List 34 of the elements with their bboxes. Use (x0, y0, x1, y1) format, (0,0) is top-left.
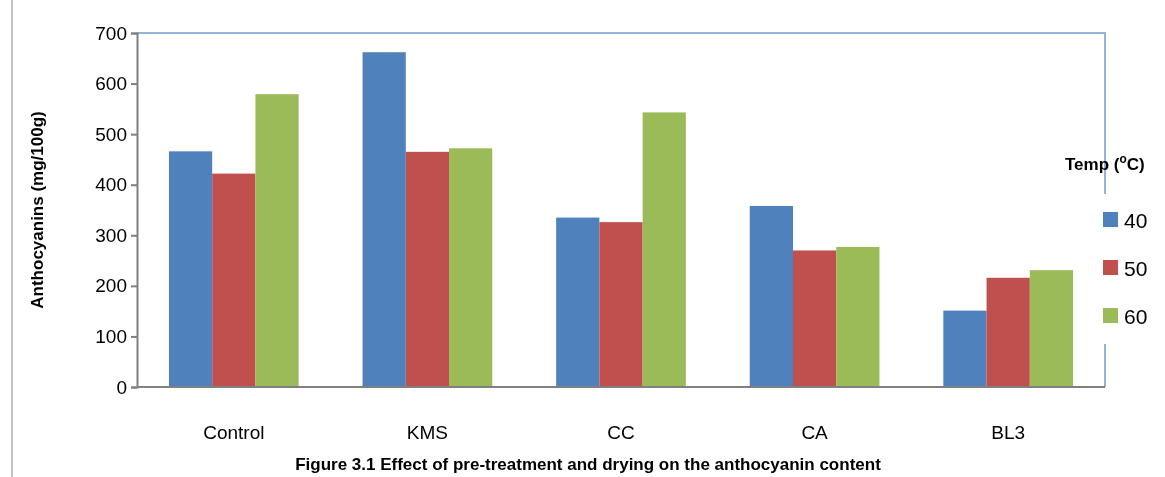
y-tick-label: 700 (95, 22, 127, 44)
bar (792, 250, 837, 387)
bar (556, 217, 600, 387)
bar (986, 277, 1030, 387)
bar (1029, 270, 1074, 387)
bar (168, 151, 213, 387)
y-tick-label: 100 (95, 326, 127, 348)
legend-label: 50 (1124, 257, 1148, 280)
bar (599, 222, 643, 387)
y-axis-title: Anthocyanins (mg/100g) (28, 111, 47, 309)
x-tick-label: KMS (406, 422, 448, 443)
bar (362, 52, 406, 387)
x-tick-label: CA (801, 422, 829, 443)
y-tick-label: 300 (95, 224, 127, 246)
bar (212, 173, 256, 387)
legend-title: Temp ($^{o}$C) (1065, 152, 1145, 174)
x-tick-label: Control (203, 422, 265, 443)
y-tick-label: 200 (95, 275, 127, 297)
legend-label: 60 (1124, 305, 1148, 328)
bar (749, 205, 793, 387)
y-tick-label: 400 (95, 174, 127, 196)
y-tick-label: 600 (95, 73, 127, 95)
legend-label: 40 (1124, 209, 1148, 232)
bar (943, 310, 987, 387)
x-tick-label: CC (607, 422, 635, 443)
bar (836, 246, 880, 387)
bar (405, 151, 450, 387)
x-tick-label: BL3 (991, 422, 1026, 443)
bar (449, 148, 493, 387)
bar (642, 112, 686, 387)
bar (255, 94, 299, 387)
y-tick-label: 500 (95, 123, 127, 145)
text: Figure 3.1 Effect of pre-treatment and drying on the anthocyanin content (295, 455, 882, 474)
y-tick-label: 0 (116, 376, 127, 398)
